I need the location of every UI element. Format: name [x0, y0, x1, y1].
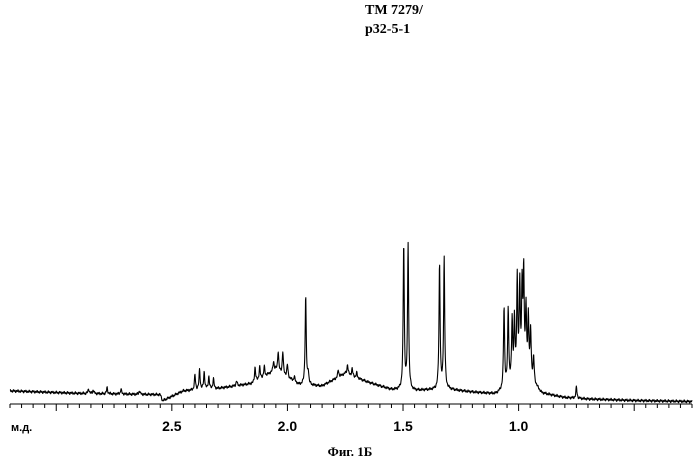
x-tick-label: 2.5	[162, 418, 182, 434]
x-tick-label: 1.0	[509, 418, 529, 434]
x-axis: 2.5 2.0 1.5 1.0 м.д.	[10, 404, 692, 434]
x-tick-label: 1.5	[393, 418, 413, 434]
x-tick-label: 2.0	[278, 418, 298, 434]
x-axis-unit-label: м.д.	[11, 422, 32, 434]
spectrum-trace	[10, 242, 692, 402]
figure-caption: Фиг. 1Б	[0, 444, 700, 460]
plot-area	[10, 242, 692, 402]
